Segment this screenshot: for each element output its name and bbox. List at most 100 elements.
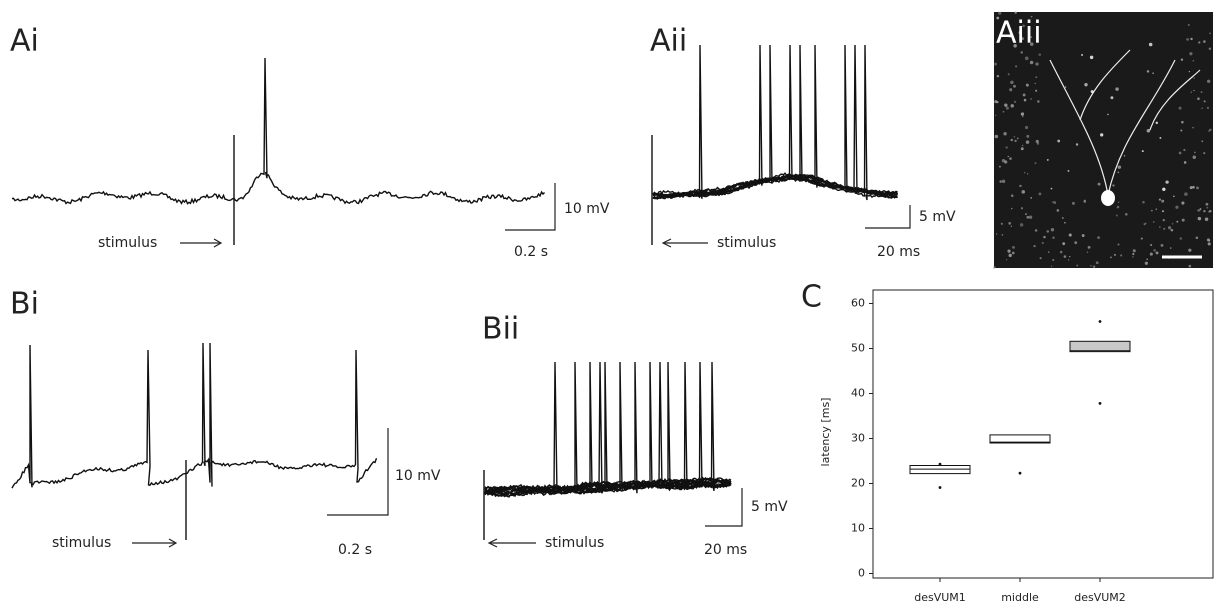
speckle [1163, 227, 1166, 230]
panel-label: Aii [650, 24, 687, 59]
speckle [1140, 237, 1143, 240]
speckle [1052, 258, 1055, 261]
speckle [1064, 86, 1067, 88]
speckle [1047, 251, 1050, 253]
trace [484, 361, 732, 496]
speckle [1075, 143, 1079, 146]
speckle [1034, 229, 1038, 232]
speckle [1143, 223, 1146, 226]
speckle [1181, 120, 1184, 124]
trace [484, 361, 732, 495]
speckle [1061, 217, 1064, 219]
scale-label: 5 mV [751, 499, 788, 515]
outlier [938, 462, 942, 466]
bii-annotations: stimulus 5 mV 20 ms [487, 488, 788, 558]
trace [484, 361, 732, 498]
speckle [1199, 208, 1202, 210]
speckle [1124, 212, 1128, 216]
speckle [1150, 243, 1153, 247]
speckle [1050, 187, 1053, 190]
speckle [1010, 138, 1013, 142]
trace [484, 361, 732, 497]
speckle [1195, 236, 1199, 239]
speckle [1052, 236, 1055, 239]
speckle [1178, 151, 1182, 155]
y-tick-label: 60 [851, 297, 865, 310]
trace [484, 479, 732, 495]
speckle [1132, 255, 1134, 258]
speckle [1063, 255, 1067, 258]
speckle [1123, 155, 1126, 157]
speckle [1035, 76, 1038, 79]
speckle [1010, 225, 1012, 227]
speckle [993, 266, 996, 269]
speckle [1197, 216, 1202, 221]
speckle [1171, 223, 1174, 225]
speckle [1204, 217, 1209, 221]
speckle [1010, 104, 1014, 108]
scale-bar [505, 183, 556, 231]
speckle [1146, 129, 1151, 133]
speckle [1160, 243, 1164, 247]
arrow-head [213, 238, 223, 248]
trace [484, 361, 732, 496]
trace [652, 44, 898, 199]
speckle [1057, 139, 1061, 143]
y-tick-label: 0 [858, 567, 865, 580]
speckle [1069, 255, 1071, 258]
soma [1101, 190, 1115, 206]
speckle [1028, 215, 1033, 219]
speckle [1180, 58, 1184, 61]
speckle [1043, 235, 1046, 239]
speckle [1051, 201, 1054, 204]
speckle [1005, 258, 1008, 261]
trace [652, 175, 898, 200]
speckle [1167, 226, 1172, 230]
speckle [1062, 242, 1066, 246]
speckle [1064, 221, 1066, 224]
speckle [1046, 230, 1050, 233]
speckle [995, 233, 998, 235]
ai-annotations: stimulus 10 mV 0.2 s [98, 183, 610, 260]
speckle [1203, 100, 1206, 103]
speckle [1187, 23, 1190, 26]
speckle [1050, 228, 1055, 232]
x-tick-label: desVUM1 [914, 591, 966, 604]
speckle [1026, 173, 1029, 175]
speckle [1193, 77, 1195, 79]
speckle [1155, 251, 1159, 255]
speckle [1208, 47, 1212, 51]
speckle [1113, 253, 1116, 256]
speckle [1037, 100, 1040, 103]
speckle [1142, 200, 1145, 204]
speckle [1203, 209, 1206, 213]
speckle [1120, 254, 1123, 257]
speckle [1192, 126, 1194, 129]
panel-label: Aiii [996, 16, 1042, 51]
speckle [1116, 205, 1120, 209]
speckle [1024, 213, 1028, 216]
speckle [1071, 201, 1075, 205]
y-tick-label: 20 [851, 477, 865, 490]
speckle [1173, 195, 1175, 198]
x-tick-label: desVUM2 [1074, 591, 1126, 604]
speckle [1203, 152, 1206, 155]
speckle [1153, 221, 1155, 223]
speckle [1148, 42, 1153, 47]
stimulus-label: stimulus [717, 235, 776, 251]
speckle [1038, 53, 1042, 56]
speckle [1084, 83, 1088, 87]
speckle [1030, 15, 1033, 18]
speckle [1001, 179, 1006, 183]
speckle [1209, 128, 1212, 132]
speckle [1197, 209, 1199, 212]
speckle [1193, 89, 1195, 92]
scale-bar [327, 428, 389, 516]
speckle [994, 100, 998, 104]
arrow-head [168, 538, 178, 548]
speckle [1053, 201, 1057, 204]
speckle [1008, 26, 1011, 29]
speckle [1175, 205, 1179, 209]
neurite [1107, 59, 1176, 196]
